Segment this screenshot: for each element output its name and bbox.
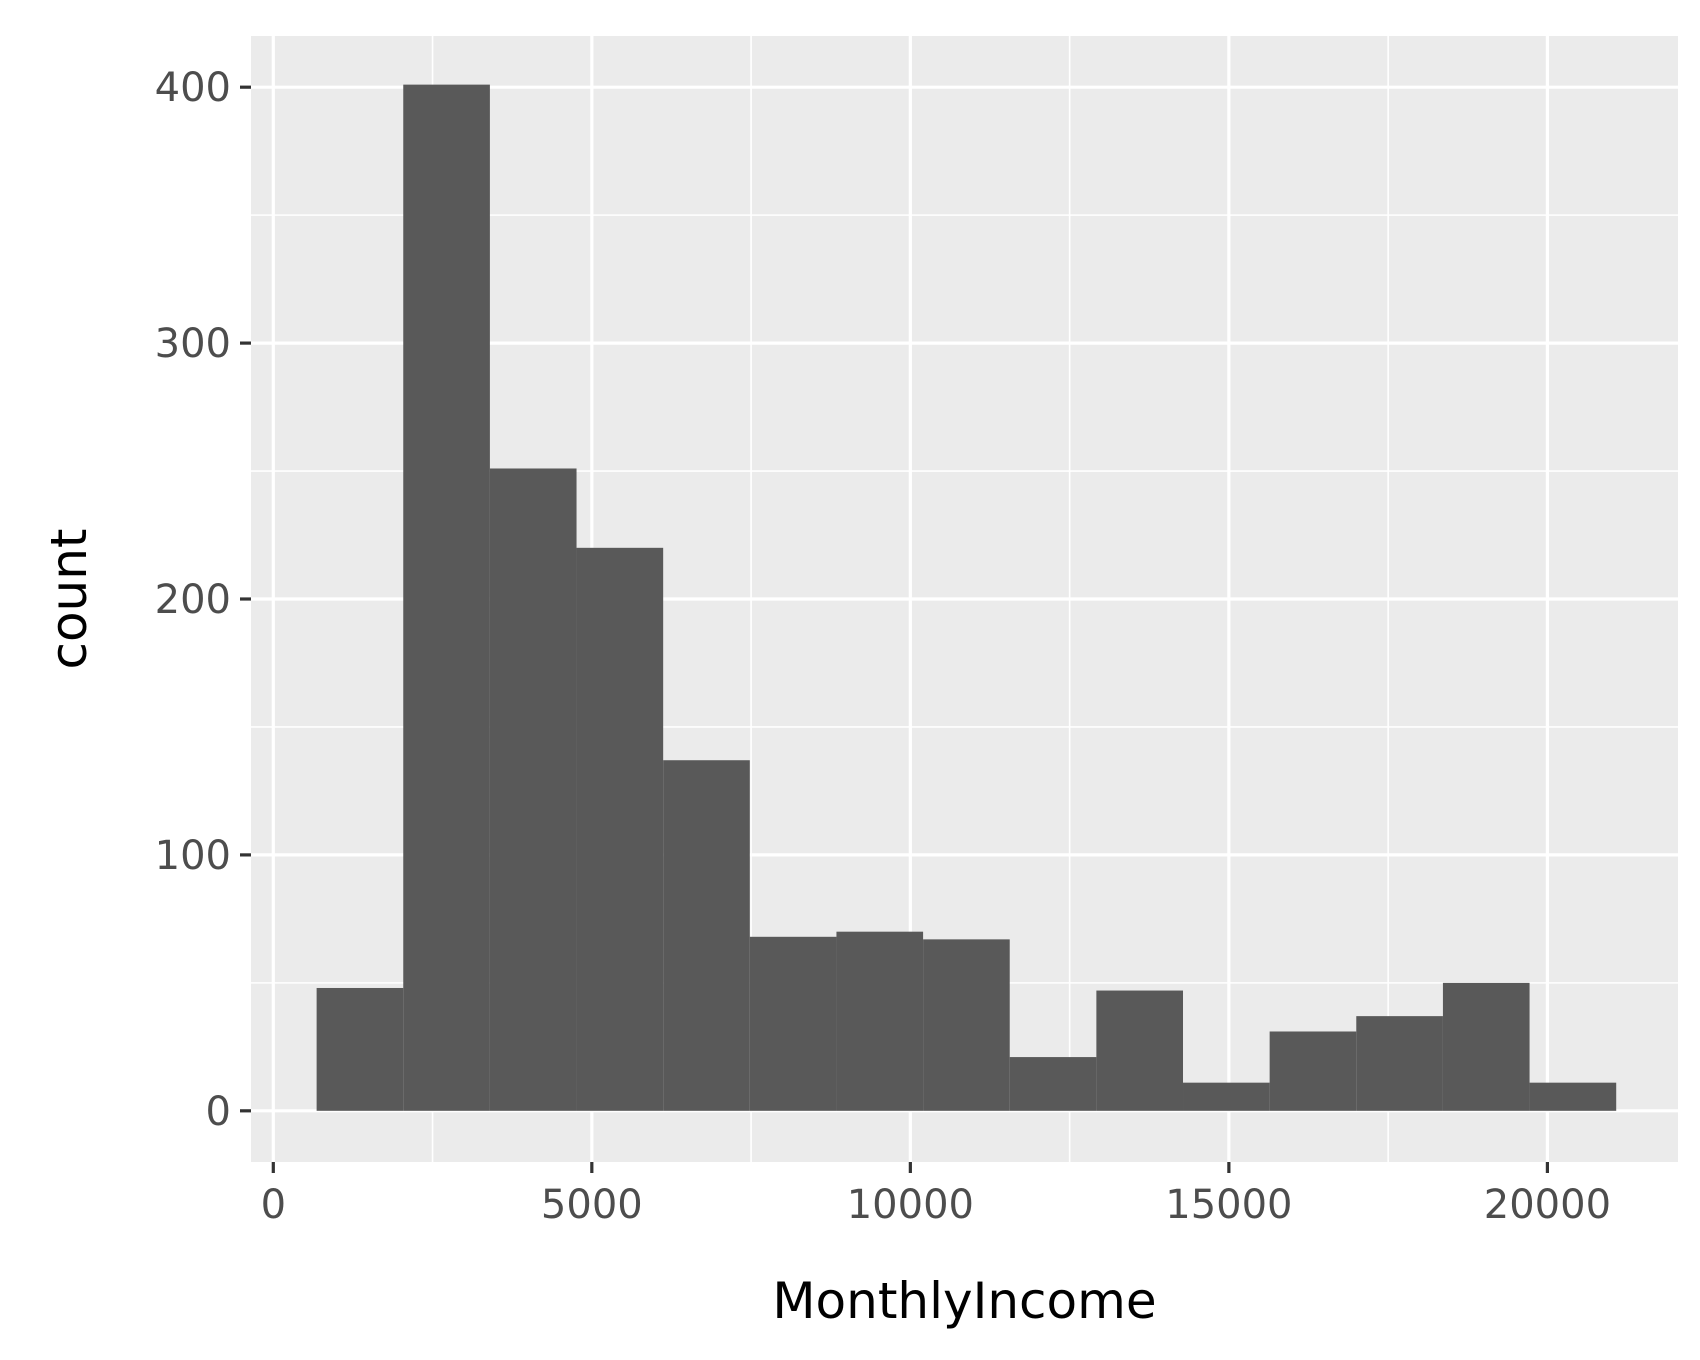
x-axis-title: MonthlyIncome bbox=[772, 1272, 1156, 1330]
histogram-bar bbox=[1009, 1057, 1097, 1111]
histogram-bar bbox=[316, 987, 404, 1111]
y-tick-label: 100 bbox=[155, 833, 231, 879]
y-tick-label: 300 bbox=[155, 321, 231, 367]
histogram-bar bbox=[1096, 990, 1184, 1111]
histogram-bar bbox=[1183, 1082, 1270, 1111]
histogram-bar bbox=[1442, 982, 1530, 1111]
histogram-bar bbox=[923, 939, 1010, 1111]
histogram-bar bbox=[1269, 1031, 1357, 1111]
x-tick-label: 15000 bbox=[1165, 1182, 1292, 1228]
x-tick-label: 5000 bbox=[541, 1182, 643, 1228]
histogram-bar bbox=[1529, 1082, 1617, 1111]
y-tick-label: 200 bbox=[155, 577, 231, 623]
y-axis: 0 100 200 300 400 bbox=[155, 65, 251, 1135]
x-axis: 0 5000 10000 15000 20000 bbox=[261, 1162, 1611, 1228]
histogram-bar bbox=[489, 468, 577, 1111]
histogram-bar bbox=[663, 760, 750, 1111]
x-tick-label: 10000 bbox=[847, 1182, 974, 1228]
histogram-bar bbox=[403, 84, 490, 1111]
histogram-bar bbox=[836, 931, 924, 1111]
y-tick-label: 400 bbox=[155, 65, 231, 111]
histogram-bar bbox=[576, 547, 664, 1111]
y-axis-title: count bbox=[40, 528, 98, 669]
histogram-bars bbox=[316, 84, 1617, 1111]
x-tick-label: 0 bbox=[261, 1182, 286, 1228]
y-tick-label: 0 bbox=[206, 1089, 231, 1135]
histogram-bar bbox=[749, 936, 837, 1111]
histogram-bar bbox=[1356, 1016, 1443, 1111]
x-tick-label: 20000 bbox=[1484, 1182, 1611, 1228]
